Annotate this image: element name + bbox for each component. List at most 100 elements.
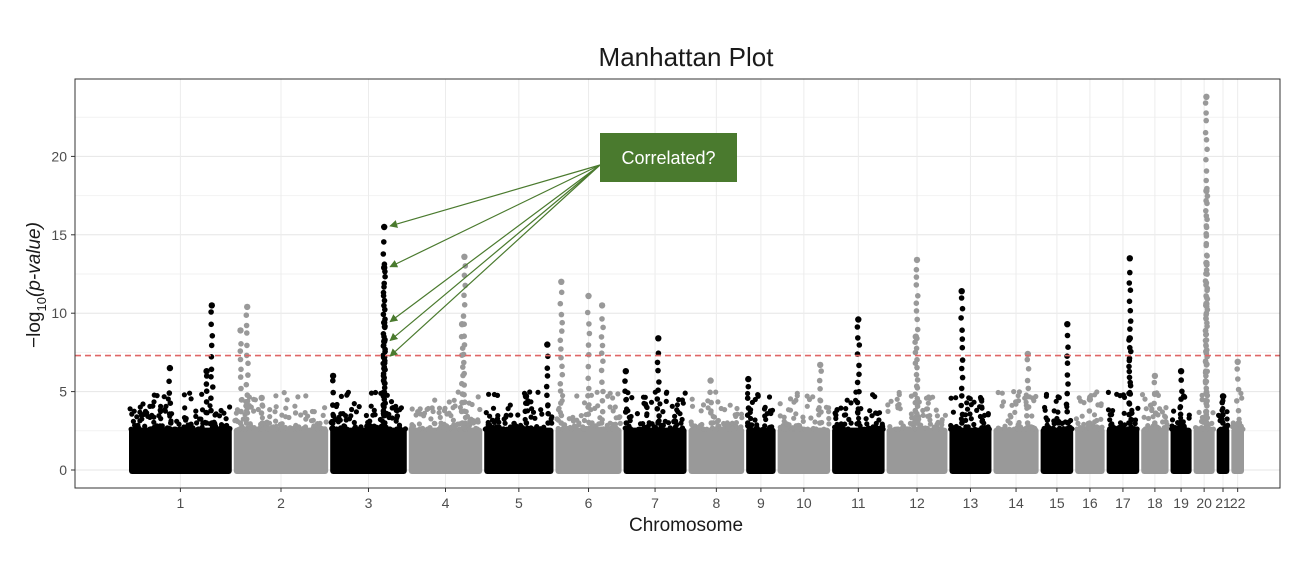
snp-point [629,395,635,401]
y-axis-title: −log10(p-value) [24,222,49,348]
snp-point [870,392,876,398]
snp-point [959,374,966,381]
snp-point [958,385,965,392]
x-tick-label: 19 [1173,495,1189,511]
snp-point [762,423,768,429]
snp-point [934,413,941,419]
snp-point [752,417,758,423]
x-axis: 1 2 3 4 5 6 7 8 9 10 11 12 13 14 15 16 17 18 19 20 21 22 [176,488,1246,511]
snp-point [808,415,814,421]
snp-point [527,389,533,395]
chromosome-3-points [328,223,408,474]
snp-point [744,412,751,419]
snp-point [1007,412,1013,418]
snp-point [203,420,210,426]
snp-point [1002,426,1008,432]
snp-point [711,414,718,420]
snp-point [912,360,919,367]
snp-point [356,404,362,410]
snp-point [930,394,936,400]
snp-point [1043,393,1049,399]
snp-point [922,425,928,431]
snp-point [208,321,214,328]
peak-point [1234,358,1241,365]
snp-point [158,408,164,415]
snp-point [416,421,422,427]
snp-point [209,426,215,432]
snp-point [713,426,719,432]
snp-point [173,426,179,432]
peak-point [237,327,244,334]
snp-point [394,408,400,414]
snp-point [1121,394,1128,400]
snp-point [294,426,300,432]
peak-point [1177,368,1185,375]
snp-point [1203,137,1210,143]
snp-point [1065,344,1071,351]
snp-point [381,420,388,426]
snp-point [607,404,613,410]
snp-point [1162,414,1169,420]
snp-point [826,405,832,411]
snp-point [1224,416,1230,422]
snp-point [810,394,816,400]
snp-point [459,352,465,359]
snp-point [459,420,466,426]
snp-point [238,341,244,347]
snp-point [791,415,797,421]
snp-point [158,403,164,409]
chromosome-2-points [232,303,329,474]
snp-point [610,395,616,401]
snp-point [648,399,655,405]
snp-point [925,413,931,419]
snp-point [174,418,180,424]
snp-point [1042,407,1048,413]
snp-point [408,426,414,432]
snp-point [660,409,666,415]
snp-point [557,381,564,387]
snp-point [598,367,605,374]
peak-point [461,253,468,260]
snp-point [818,368,824,374]
snp-point [363,412,369,419]
snp-point [744,395,751,402]
snp-point [1203,242,1209,249]
snp-point [1199,392,1205,398]
snp-point [599,408,606,415]
peak-point [855,316,862,323]
snp-point [623,397,629,403]
snp-point [386,414,392,421]
snp-point [800,414,806,420]
x-tick-label: 10 [796,495,812,511]
snp-point [461,302,468,308]
snp-point [656,413,662,419]
snp-point [251,425,257,431]
snp-point [678,420,684,426]
snp-point [137,404,143,410]
peak-point [381,264,388,271]
snp-point [796,426,802,432]
snp-point [381,239,387,245]
snp-point [1218,426,1224,432]
snp-point [240,425,246,431]
snp-point [1015,398,1022,404]
snp-point [667,425,673,431]
snp-point [899,425,905,431]
peak-point [912,333,919,340]
snp-point [1065,420,1071,426]
snp-point [267,414,273,420]
snp-point [979,404,985,410]
snp-point [1127,269,1133,276]
snp-point [734,411,740,417]
x-tick-label: 8 [712,495,720,511]
snp-point [1127,307,1134,314]
snp-point [610,426,616,432]
snp-point [908,411,915,417]
snp-point [208,395,214,402]
snp-point [286,414,292,421]
snp-point [999,390,1005,396]
snp-point [674,402,681,408]
snp-point [745,405,752,411]
snp-point [1086,408,1093,414]
snp-point [555,407,562,413]
